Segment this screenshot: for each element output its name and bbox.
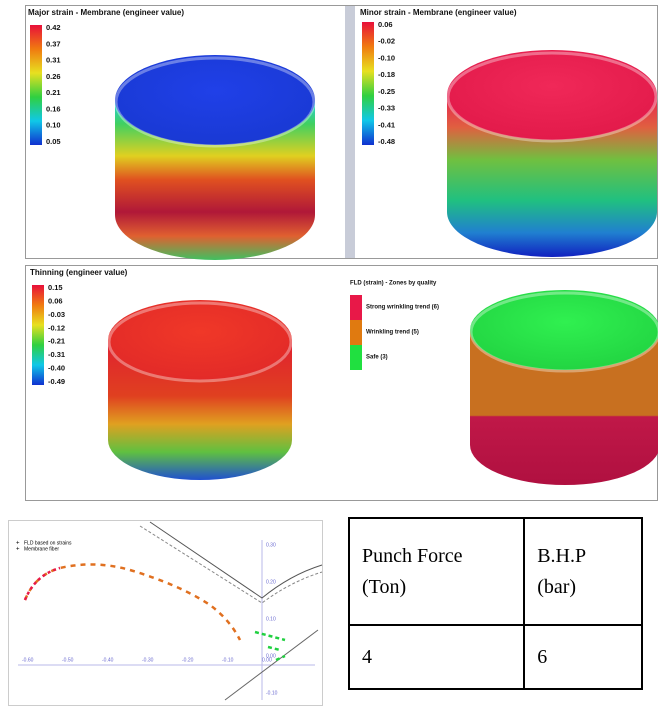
legend-label: 0.21 [46, 88, 61, 97]
legend-label: -0.12 [48, 323, 65, 332]
panel-title: Minor strain - Membrane (engineer value) [360, 8, 517, 17]
legend-label: -0.25 [378, 87, 395, 96]
y-tick-label: 0.10 [266, 616, 276, 622]
legend-label: -0.48 [378, 137, 395, 146]
header-cell: B.H.P (bar) [524, 518, 642, 625]
legend-label: -0.10 [378, 53, 395, 62]
legend-label: 0.16 [46, 104, 61, 113]
x-tick-label: -0.60 [22, 657, 34, 663]
x-tick-label: -0.10 [222, 657, 234, 663]
legend-label: 0.10 [46, 121, 61, 130]
cell: 4 [349, 625, 524, 689]
fld-legend: Membrane fiber [24, 546, 59, 552]
legend-label: 0.06 [48, 296, 63, 305]
legend-label: 0.15 [48, 283, 63, 292]
x-tick-label: -0.30 [142, 657, 154, 663]
legend-label: -0.41 [378, 120, 395, 129]
y-tick-label: 0.20 [266, 579, 276, 585]
legend-label: -0.33 [378, 104, 395, 113]
zones-title: FLD (strain) - Zones by quality [350, 281, 437, 287]
legend-label: 0.42 [46, 23, 61, 32]
legend-label: 0.31 [46, 56, 61, 65]
legend-label: -0.21 [48, 337, 65, 346]
legend-marker: + [16, 547, 20, 553]
splitter [345, 6, 355, 258]
legend-label: -0.49 [48, 377, 65, 386]
legend-label: -0.03 [48, 310, 65, 319]
y-tick-label: 0.00 [266, 653, 276, 659]
color-bar [32, 285, 44, 385]
zone-label: Strong wrinkling trend (6) [366, 305, 439, 311]
page: {"panels": [ {"title": "Major strain - M… [0, 0, 658, 706]
legend-label: -0.18 [378, 70, 395, 79]
legend-label: -0.40 [48, 364, 65, 373]
x-tick-label: -0.40 [102, 657, 114, 663]
zone-swatch [350, 295, 362, 320]
header-cell: Punch Force (Ton) [349, 518, 524, 625]
legend-label: 0.37 [46, 39, 61, 48]
color-bar [30, 25, 42, 145]
legend-label: 0.06 [378, 20, 393, 29]
zone-label: Wrinkling trend (5) [366, 330, 419, 336]
cell: 6 [524, 625, 642, 689]
x-tick-label: -0.50 [62, 657, 74, 663]
zone-swatch [350, 345, 362, 370]
color-bar [362, 22, 374, 145]
legend-label: -0.31 [48, 350, 65, 359]
zone-label: Safe (3) [366, 355, 388, 361]
y-tick-label: -0.10 [266, 690, 278, 696]
y-tick-label: 0.30 [266, 542, 276, 548]
legend-label: 0.05 [46, 137, 61, 146]
legend-label: -0.02 [378, 37, 395, 46]
panel-title: Major strain - Membrane (engineer value) [28, 8, 184, 17]
x-tick-label: -0.20 [182, 657, 194, 663]
panel-title: Thinning (engineer value) [30, 268, 128, 277]
legend-label: 0.26 [46, 72, 61, 81]
zone-swatch [350, 320, 362, 345]
